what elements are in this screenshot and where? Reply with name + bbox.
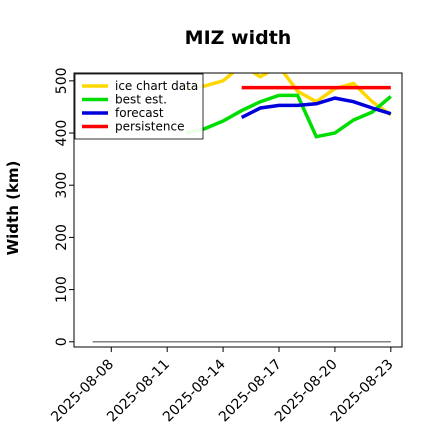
y-tick-label: 0 [54, 337, 70, 346]
legend-label-ice-chart-data: ice chart data [115, 79, 198, 93]
y-tick-label: 100 [54, 276, 70, 303]
y-axis-label: Width (km) [4, 161, 22, 256]
y-tick-label: 300 [54, 172, 70, 199]
y-tick-label: 200 [54, 224, 70, 251]
series-line-forecast [240, 96, 392, 119]
plot-frame [73, 72, 403, 348]
plot-area [92, 73, 392, 343]
legend-label-forecast: forecast [115, 106, 164, 120]
legend-label-best-est-: best est. [115, 93, 167, 107]
y-tick-label: 400 [54, 120, 70, 147]
series-line-best-est- [185, 93, 392, 139]
y-tick-label: 500 [54, 67, 70, 94]
legend-label-persistence: persistence [115, 120, 184, 134]
chart-title: MIZ width [185, 27, 292, 49]
